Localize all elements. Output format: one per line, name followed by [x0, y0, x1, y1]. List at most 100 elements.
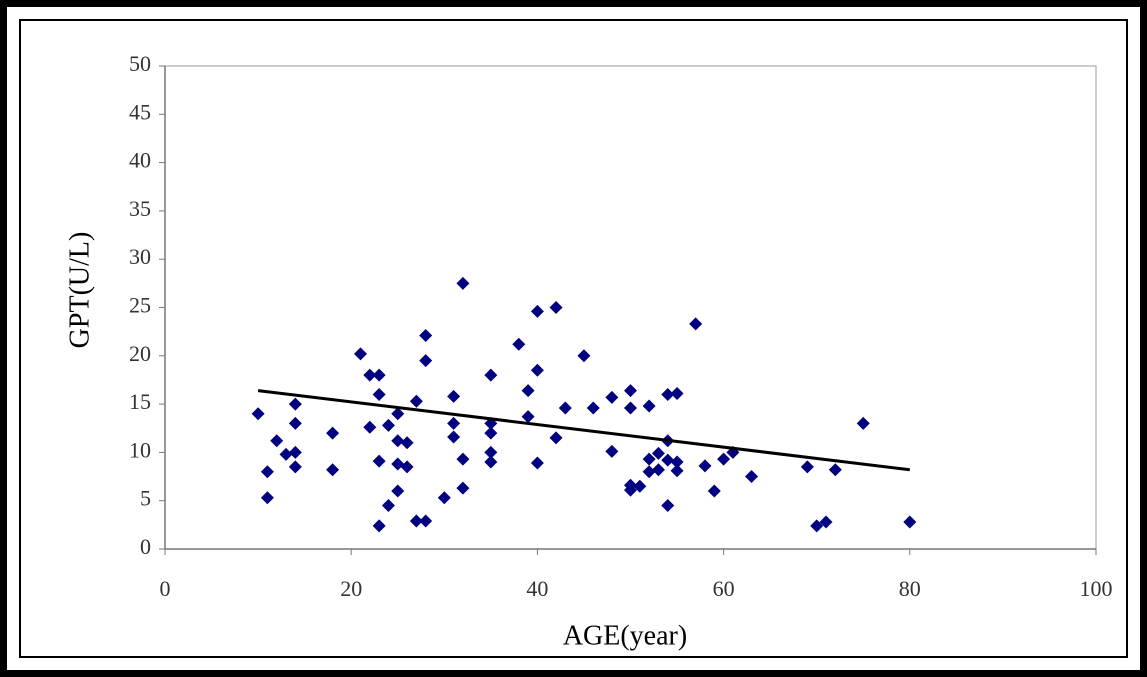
point [745, 470, 759, 484]
point [419, 514, 433, 528]
point [651, 446, 665, 460]
point [260, 491, 274, 505]
x-tick-label: 0 [160, 576, 171, 601]
point [670, 455, 684, 469]
point [484, 426, 498, 440]
point [447, 416, 461, 430]
point [605, 390, 619, 404]
point [624, 384, 637, 398]
point [381, 418, 395, 432]
point [521, 384, 535, 398]
point [372, 519, 386, 533]
point [903, 515, 917, 529]
trendline [257, 389, 910, 472]
point [856, 416, 870, 430]
point [530, 363, 544, 377]
y-tick-label: 45 [129, 99, 151, 124]
point [530, 456, 544, 470]
point [409, 514, 423, 528]
x-tick-label: 20 [340, 576, 362, 601]
point [391, 407, 405, 421]
point [577, 349, 591, 363]
point [707, 484, 721, 498]
point [512, 337, 526, 351]
point [400, 436, 414, 450]
point [651, 463, 665, 477]
y-tick-label: 25 [129, 293, 151, 318]
plot-border [164, 65, 1097, 550]
point [624, 483, 637, 497]
y-tick-label: 5 [140, 486, 151, 511]
point [437, 491, 451, 505]
point [363, 368, 377, 382]
point [391, 484, 405, 498]
point [381, 499, 395, 513]
point [419, 354, 433, 368]
point [363, 420, 377, 434]
point [530, 304, 544, 318]
point [521, 410, 535, 424]
point [605, 444, 619, 458]
point [698, 459, 712, 473]
point [288, 416, 302, 430]
point [391, 434, 405, 448]
point [456, 481, 470, 495]
point [642, 399, 656, 413]
point [558, 401, 572, 415]
inner-frame [19, 19, 1128, 658]
point [670, 386, 684, 400]
point [717, 452, 731, 466]
x-tick-label: 60 [713, 576, 735, 601]
point [819, 515, 833, 529]
x-tick-label: 100 [1080, 576, 1113, 601]
point [586, 401, 600, 415]
y-tick-label: 20 [129, 341, 151, 366]
point [372, 454, 386, 468]
y-tick-label: 35 [129, 196, 151, 221]
point [372, 368, 386, 382]
point [279, 447, 293, 461]
point [326, 463, 340, 477]
point [419, 329, 433, 343]
point [484, 455, 498, 469]
y-tick-label: 0 [140, 534, 151, 559]
y-tick-label: 15 [129, 389, 151, 414]
point [689, 317, 703, 331]
point [549, 431, 563, 445]
x-axis-label: AGE(year) [563, 620, 687, 651]
x-tick-label: 80 [899, 576, 921, 601]
point [624, 401, 637, 415]
point [409, 394, 423, 408]
point [484, 445, 498, 459]
point [456, 276, 470, 290]
point [828, 463, 842, 477]
point [288, 445, 302, 459]
point [456, 452, 470, 466]
y-tick-label: 50 [129, 51, 151, 76]
y-axis-label: GPT(U/L) [64, 232, 95, 349]
point [642, 465, 656, 479]
point [354, 347, 368, 361]
point [447, 389, 461, 403]
point [260, 465, 274, 479]
point [288, 460, 302, 474]
point [810, 519, 824, 533]
point [800, 460, 814, 474]
point [447, 430, 461, 444]
point [661, 387, 675, 401]
point [484, 368, 498, 382]
point [288, 397, 302, 411]
point [251, 407, 265, 421]
point [400, 460, 414, 474]
y-tick-label: 30 [129, 244, 151, 269]
point [270, 434, 284, 448]
point [633, 479, 647, 493]
point [326, 426, 340, 440]
point [661, 453, 675, 467]
y-tick-label: 40 [129, 148, 151, 173]
point [372, 387, 386, 401]
point [642, 452, 656, 466]
y-tick-label: 10 [129, 437, 151, 462]
